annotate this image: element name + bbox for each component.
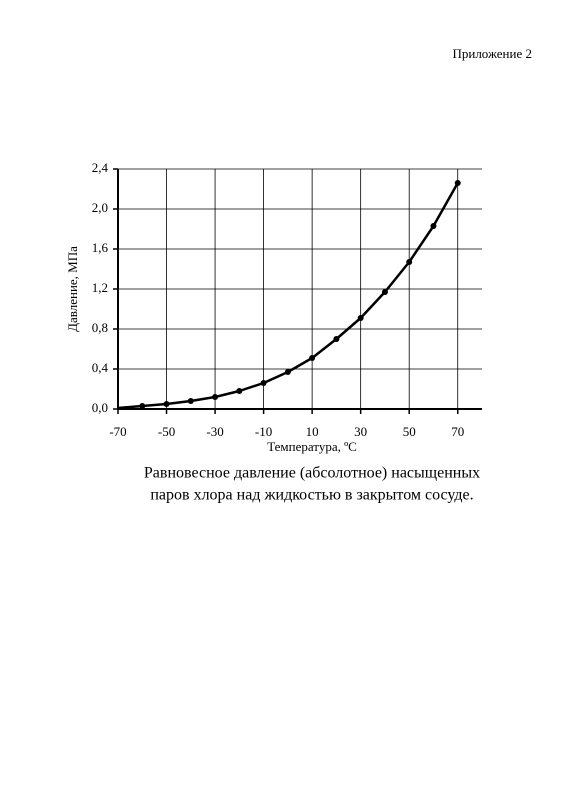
data-point <box>357 315 364 321</box>
x-axis-label: Температура, ºC <box>267 439 357 454</box>
y-tick-label: 2,4 <box>92 160 109 175</box>
y-axis-label: Давление, МПа <box>65 246 80 332</box>
data-point <box>236 388 243 394</box>
data-point <box>309 355 316 361</box>
x-tick-label: 30 <box>354 424 367 439</box>
data-point <box>212 394 219 400</box>
y-tick-label: 0,4 <box>92 360 109 375</box>
x-tick-label: 10 <box>306 424 319 439</box>
x-tick-label: 70 <box>451 424 464 439</box>
page-header: Приложение 2 <box>452 46 532 61</box>
y-tick-label: 0,8 <box>92 320 108 335</box>
y-tick-label: 1,6 <box>92 240 109 255</box>
data-point <box>139 403 146 409</box>
data-point <box>454 180 461 186</box>
caption: Равновесное давление (абсолотное) насыще… <box>144 465 480 482</box>
data-point <box>163 401 170 407</box>
data-point <box>381 289 388 295</box>
x-tick-label: -30 <box>206 424 223 439</box>
data-point <box>333 336 340 342</box>
y-tick-label: 1,2 <box>92 280 108 295</box>
data-point <box>260 380 267 386</box>
y-tick-label: 0,0 <box>92 400 108 415</box>
data-point <box>284 369 291 375</box>
caption: паров хлора над жидкостью в закрытом сос… <box>150 487 473 504</box>
data-point <box>430 223 437 229</box>
data-point <box>187 398 194 404</box>
x-tick-label: -50 <box>158 424 175 439</box>
x-tick-label: 50 <box>403 424 416 439</box>
y-tick-label: 2,0 <box>92 200 108 215</box>
data-point <box>406 259 413 265</box>
x-tick-label: -10 <box>255 424 272 439</box>
x-tick-label: -70 <box>109 424 126 439</box>
